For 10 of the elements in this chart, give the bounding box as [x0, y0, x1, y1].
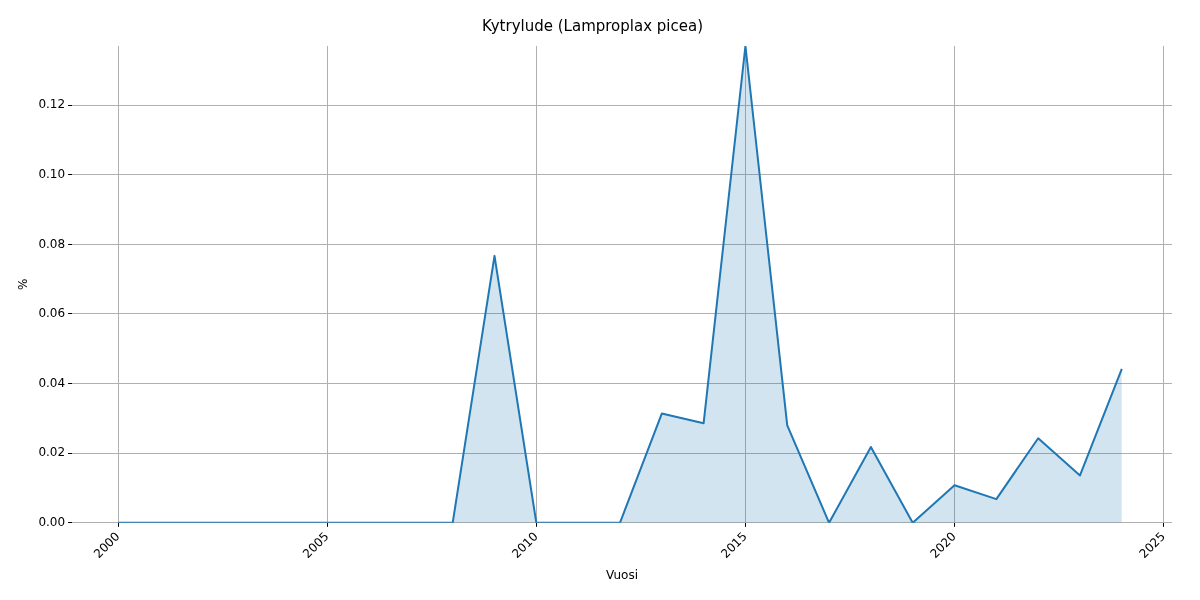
- y-tick-label: 0.00: [38, 514, 66, 529]
- y-tick-label: 0.02: [38, 445, 66, 460]
- x-axis-title: Vuosi: [606, 567, 639, 582]
- y-tick-label: 0.08: [38, 236, 66, 251]
- y-tick-label: 0.12: [38, 97, 66, 112]
- y-tick-label: 0.04: [38, 375, 66, 390]
- y-tick-label: 0.06: [38, 306, 66, 321]
- chart-title: Kytrylude (Lamproplax picea): [481, 16, 704, 35]
- y-tick-label: 0.10: [38, 166, 66, 181]
- y-axis-title: %: [16, 278, 31, 291]
